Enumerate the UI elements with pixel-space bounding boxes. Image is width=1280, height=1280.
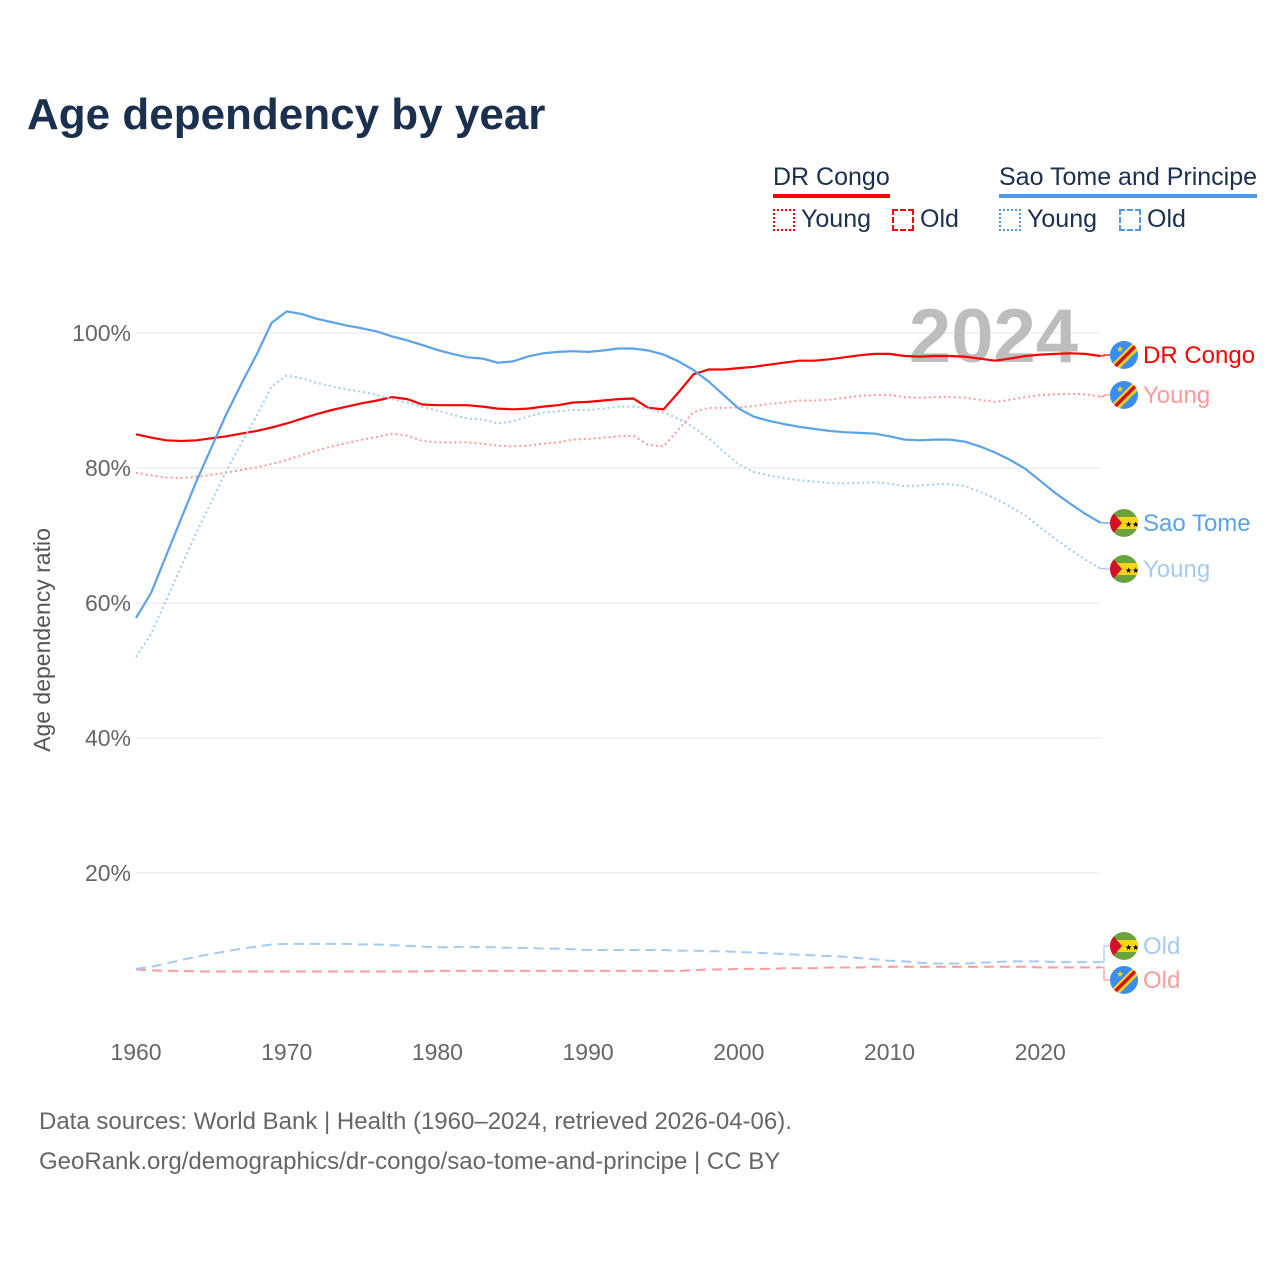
y-tick-label: 20% [85,860,131,886]
y-axis-label: Age dependency ratio [29,528,55,752]
x-tick-label: 2010 [864,1039,915,1065]
legend-item-sao-tome-young[interactable]: Young [999,205,1097,234]
sao-tome-flag-icon [1109,508,1139,538]
year-watermark: 2024 [909,294,1078,379]
dr-congo-flag-icon [1108,340,1142,373]
x-tick-label: 2000 [713,1039,764,1065]
y-tick-label: 100% [72,320,131,346]
label-leader-line [1100,394,1110,398]
label-leader-line [1100,966,1110,981]
source-link[interactable]: GeoRank.org/demographics/dr-congo/sao-to… [39,1148,781,1175]
legend-item-sao-tome-old[interactable]: Old [1119,205,1186,234]
legend-item-dr-congo-old[interactable]: Old [892,205,959,234]
series-line-4[interactable] [135,374,1102,658]
legend-label: Young [1027,205,1097,233]
dashed-swatch-icon [1119,208,1141,231]
legend-group-sao-tome[interactable]: Sao Tome and Principe [999,163,1258,198]
series-line-2[interactable] [135,965,1101,973]
x-tick-label: 1990 [563,1039,614,1065]
x-tick-label: 1970 [261,1039,312,1065]
label-leader-line [1100,945,1110,963]
series-line-3[interactable] [135,310,1102,619]
dr-congo-flag-icon [1108,965,1142,998]
chart-title: Age dependency by year [27,90,546,139]
series-end-label: Sao Tome [1143,510,1251,537]
source-text: Data sources: World Bank | Health (1960–… [39,1108,792,1135]
dotted-swatch-icon [773,208,795,231]
legend-label: Old [920,205,959,233]
label-leader-line [1100,354,1110,357]
dashed-swatch-icon [892,208,914,231]
y-tick-label: 60% [85,590,131,616]
y-tick-label: 80% [85,455,131,481]
dotted-swatch-icon [999,208,1021,231]
series-end-label: Young [1143,556,1210,583]
x-tick-label: 1980 [412,1039,463,1065]
legend-label: Old [1147,205,1186,233]
series-line-5[interactable] [135,942,1101,970]
x-tick-label: 1960 [110,1039,161,1065]
y-tick-label: 40% [85,725,131,751]
sao-tome-flag-icon [1109,554,1139,584]
legend-group-dr-congo[interactable]: DR Congo [773,163,890,198]
legend-item-dr-congo-young[interactable]: Young [773,205,871,234]
sao-tome-flag-icon [1109,931,1139,961]
series-end-label: Young [1143,382,1210,409]
x-tick-label: 2020 [1015,1039,1066,1065]
series-end-label: Old [1143,967,1180,994]
series-end-label: Old [1143,933,1180,960]
series-line-0[interactable] [135,352,1101,443]
dr-congo-flag-icon [1108,380,1142,413]
series-end-label: DR Congo [1143,342,1255,369]
series-line-1[interactable] [135,392,1101,480]
legend-label: Young [801,205,871,233]
